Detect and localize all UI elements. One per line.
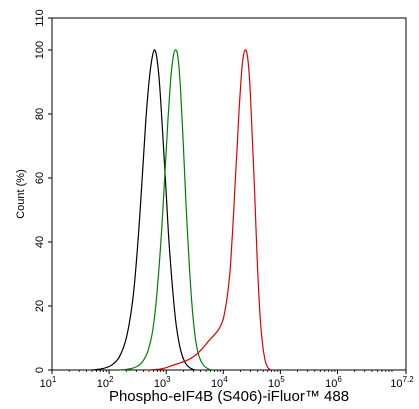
y-tick-label: 80 (34, 108, 46, 120)
series-line-2 (119, 49, 213, 371)
y-axis-label: Count (%) (15, 169, 27, 219)
y-tick-label: 110 (34, 9, 46, 27)
y-tick-label: 40 (34, 236, 46, 248)
y-tick-label: 60 (34, 172, 46, 184)
plot-frame (51, 17, 407, 371)
x-tick-label: 107.2 (390, 375, 414, 390)
x-axis-label: Phospho-eIF4B (S406)-iFluor™ 488 (109, 388, 349, 405)
series-line-3 (146, 49, 272, 371)
series-line-1 (91, 49, 196, 371)
series-layer (91, 49, 272, 371)
y-tick-label: 100 (34, 41, 46, 59)
y-tick-label: 0 (34, 367, 46, 373)
y-tick-label: 20 (34, 300, 46, 312)
x-tick-label: 101 (40, 375, 57, 390)
